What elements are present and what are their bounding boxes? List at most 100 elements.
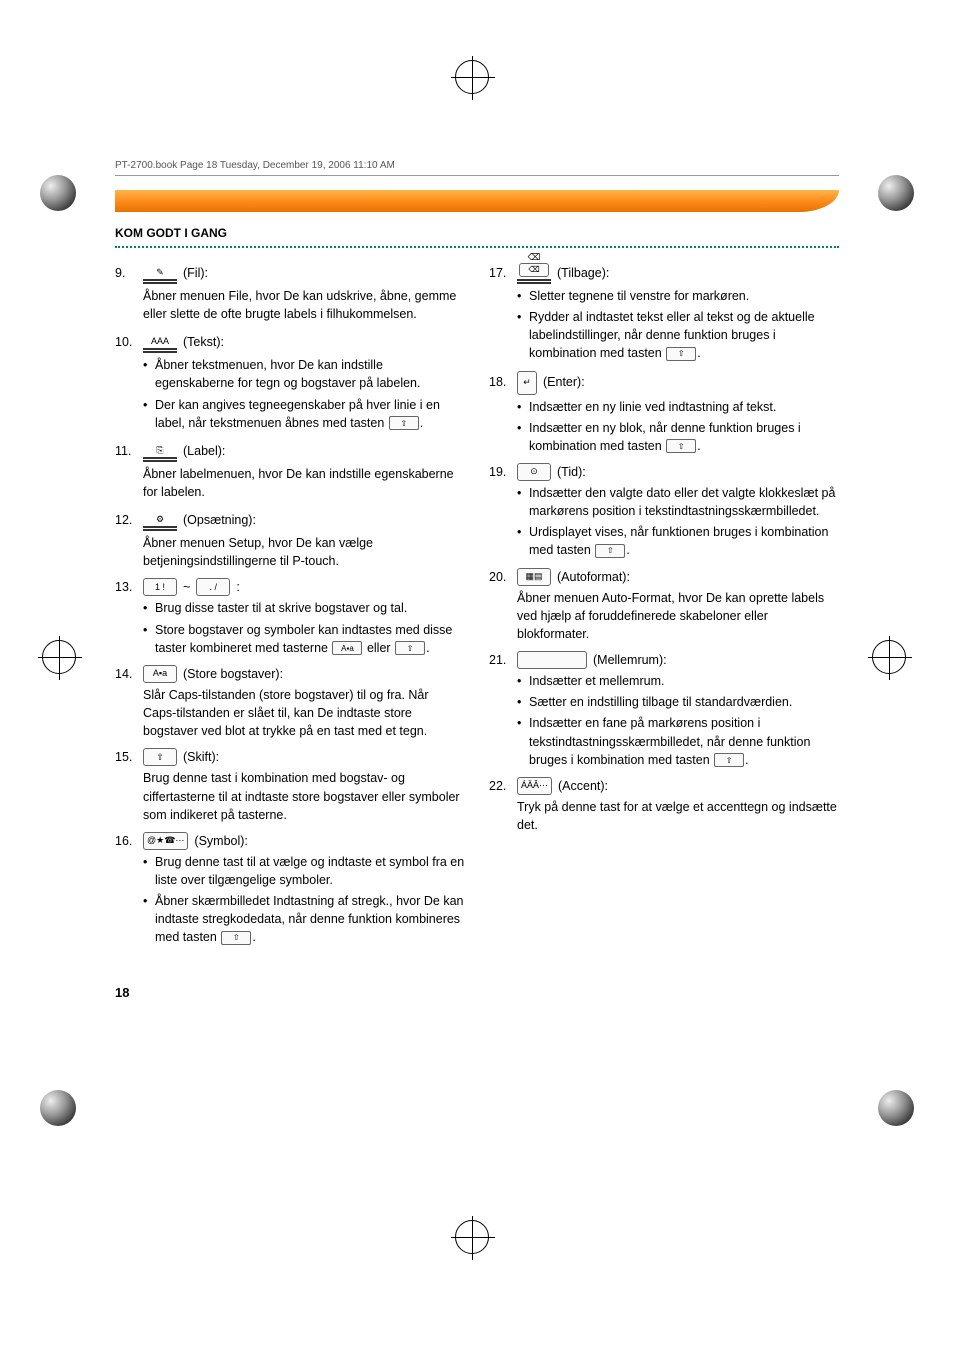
item-label: (Accent): bbox=[558, 777, 608, 795]
list-item: 15. ⇧ (Skift): Brug denne tast i kombina… bbox=[115, 748, 465, 824]
shift-key-icon: ⇧ bbox=[389, 416, 419, 430]
key-icon: ÁÄÂ⋯ bbox=[517, 777, 552, 795]
shift-key-icon: ⇧ bbox=[666, 439, 696, 453]
item-label: (Fil): bbox=[183, 264, 208, 282]
item-bullets: Indsætter et mellemrum.Sætter en indstil… bbox=[517, 672, 839, 769]
bullet-item: Indsætter en ny blok, når denne funktion… bbox=[517, 419, 839, 455]
item-number: 14. bbox=[115, 665, 137, 683]
item-header: 15. ⇧ (Skift): bbox=[115, 748, 465, 766]
bullet-item: Rydder al indtastet tekst eller al tekst… bbox=[517, 308, 839, 362]
decorative-sphere bbox=[878, 1090, 914, 1126]
bullet-item: Sletter tegnene til venstre for markøren… bbox=[517, 287, 839, 305]
key-icon: AAA bbox=[143, 331, 177, 353]
item-bullets: Indsætter den valgte dato eller det valg… bbox=[517, 484, 839, 560]
item-label: (Mellemrum): bbox=[593, 651, 667, 669]
item-header: 11. ⎘ (Label): bbox=[115, 440, 465, 462]
item-number: 12. bbox=[115, 511, 137, 529]
item-number: 16. bbox=[115, 832, 137, 850]
item-description: Slår Caps-tilstanden (store bogstaver) t… bbox=[143, 686, 465, 740]
item-label: (Tid): bbox=[557, 463, 586, 481]
item-label: : bbox=[236, 578, 239, 596]
item-number: 10. bbox=[115, 333, 137, 351]
item-label: (Autoformat): bbox=[557, 568, 630, 586]
key-icon: ⚙ bbox=[143, 509, 177, 531]
key-icon: ✎ bbox=[143, 262, 177, 284]
list-item: 21. (Mellemrum): Indsætter et mellemrum.… bbox=[489, 651, 839, 769]
item-number: 18. bbox=[489, 373, 511, 391]
item-description: Åbner menuen File, hvor De kan udskrive,… bbox=[143, 287, 465, 323]
bullet-item: Brug denne tast til at vælge og indtaste… bbox=[143, 853, 465, 889]
list-item: 20. ▦▤ (Autoformat): Åbner menuen Auto-F… bbox=[489, 568, 839, 644]
item-label: (Tilbage): bbox=[557, 264, 609, 282]
item-label: (Symbol): bbox=[194, 832, 247, 850]
item-number: 19. bbox=[489, 463, 511, 481]
shift-key-icon: ⇧ bbox=[221, 931, 251, 945]
list-item: 18. ↵ (Enter): Indsætter en ny linie ved… bbox=[489, 371, 839, 455]
item-number: 20. bbox=[489, 568, 511, 586]
item-label: (Enter): bbox=[543, 373, 585, 391]
item-number: 11. bbox=[115, 442, 137, 460]
bullet-item: Brug disse taster til at skrive bogstave… bbox=[143, 599, 465, 617]
caps-key-icon: A▪a bbox=[332, 641, 362, 655]
item-bullets: Brug denne tast til at vælge og indtaste… bbox=[143, 853, 465, 947]
list-item: 12. ⚙ (Opsætning): Åbner menuen Setup, h… bbox=[115, 509, 465, 570]
item-description: Åbner labelmenuen, hvor De kan indstille… bbox=[143, 465, 465, 501]
item-bullets: Åbner tekstmenuen, hvor De kan indstille… bbox=[143, 356, 465, 432]
list-item: 10. AAA (Tekst): Åbner tekstmenuen, hvor… bbox=[115, 331, 465, 432]
bullet-item: Sætter en indstilling tilbage til standa… bbox=[517, 693, 839, 711]
item-number: 21. bbox=[489, 651, 511, 669]
item-number: 22. bbox=[489, 777, 511, 795]
item-header: 22. ÁÄÂ⋯ (Accent): bbox=[489, 777, 839, 795]
item-label: (Store bogstaver): bbox=[183, 665, 283, 683]
item-header: 17. ⌫ ⌫ (Tilbage): bbox=[489, 262, 839, 284]
shift-key-icon: ⇧ bbox=[595, 544, 625, 558]
section-title: KOM GODT I GANG bbox=[115, 226, 839, 240]
item-header: 12. ⚙ (Opsætning): bbox=[115, 509, 465, 531]
key-icon: ⎘ bbox=[143, 440, 177, 462]
key-icon: ⊙ bbox=[517, 463, 551, 481]
content-columns: 9. ✎ (Fil): Åbner menuen File, hvor De k… bbox=[115, 262, 839, 955]
list-item: 13. 1 ! ~ . / : Brug disse taster til at… bbox=[115, 578, 465, 657]
list-item: 22. ÁÄÂ⋯ (Accent): Tryk på denne tast fo… bbox=[489, 777, 839, 834]
key-icon: ⇧ bbox=[143, 748, 177, 766]
bullet-item: Indsætter en ny linie ved indtastning af… bbox=[517, 398, 839, 416]
bullet-item: Store bogstaver og symboler kan indtaste… bbox=[143, 621, 465, 657]
item-header: 14. A▪a (Store bogstaver): bbox=[115, 665, 465, 683]
bullet-item: Indsætter en fane på markørens position … bbox=[517, 714, 839, 768]
key-icon bbox=[517, 651, 587, 669]
decorative-sphere bbox=[40, 1090, 76, 1126]
item-description: Åbner menuen Auto-Format, hvor De kan op… bbox=[517, 589, 839, 643]
item-description: Åbner menuen Setup, hvor De kan vælge be… bbox=[143, 534, 465, 570]
list-item: 14. A▪a (Store bogstaver): Slår Caps-til… bbox=[115, 665, 465, 741]
item-header: 19. ⊙ (Tid): bbox=[489, 463, 839, 481]
item-description: Tryk på denne tast for at vælge et accen… bbox=[517, 798, 839, 834]
registration-mark bbox=[455, 1220, 495, 1260]
shift-key-icon: ⇧ bbox=[714, 753, 744, 767]
item-label: (Opsætning): bbox=[183, 511, 256, 529]
range-tilde: ~ bbox=[183, 578, 190, 596]
list-item: 17. ⌫ ⌫ (Tilbage): Sletter tegnene til v… bbox=[489, 262, 839, 363]
item-number: 17. bbox=[489, 264, 511, 282]
item-header: 13. 1 ! ~ . / : bbox=[115, 578, 465, 596]
item-description: Brug denne tast i kombination med bogsta… bbox=[143, 769, 465, 823]
item-bullets: Brug disse taster til at skrive bogstave… bbox=[143, 599, 465, 656]
item-header: 20. ▦▤ (Autoformat): bbox=[489, 568, 839, 586]
page: PT-2700.book Page 18 Tuesday, December 1… bbox=[0, 0, 954, 1080]
bullet-item: Åbner skærmbilledet Indtastning af streg… bbox=[143, 892, 465, 946]
key-icon: 1 ! bbox=[143, 578, 177, 596]
item-header: 16. @★☎⋯ (Symbol): bbox=[115, 832, 465, 850]
bullet-item: Indsætter den valgte dato eller det valg… bbox=[517, 484, 839, 520]
item-header: 18. ↵ (Enter): bbox=[489, 371, 839, 395]
shift-key-icon: ⇧ bbox=[666, 347, 696, 361]
shift-key-icon: ⇧ bbox=[395, 641, 425, 655]
page-number: 18 bbox=[115, 985, 839, 1000]
item-label: (Skift): bbox=[183, 748, 219, 766]
item-bullets: Sletter tegnene til venstre for markøren… bbox=[517, 287, 839, 363]
pdf-header-line: PT-2700.book Page 18 Tuesday, December 1… bbox=[115, 160, 839, 176]
list-item: 16. @★☎⋯ (Symbol): Brug denne tast til a… bbox=[115, 832, 465, 947]
item-header: 21. (Mellemrum): bbox=[489, 651, 839, 669]
item-number: 9. bbox=[115, 264, 137, 282]
left-column: 9. ✎ (Fil): Åbner menuen File, hvor De k… bbox=[115, 262, 465, 955]
key-icon: @★☎⋯ bbox=[143, 832, 188, 850]
item-header: 9. ✎ (Fil): bbox=[115, 262, 465, 284]
